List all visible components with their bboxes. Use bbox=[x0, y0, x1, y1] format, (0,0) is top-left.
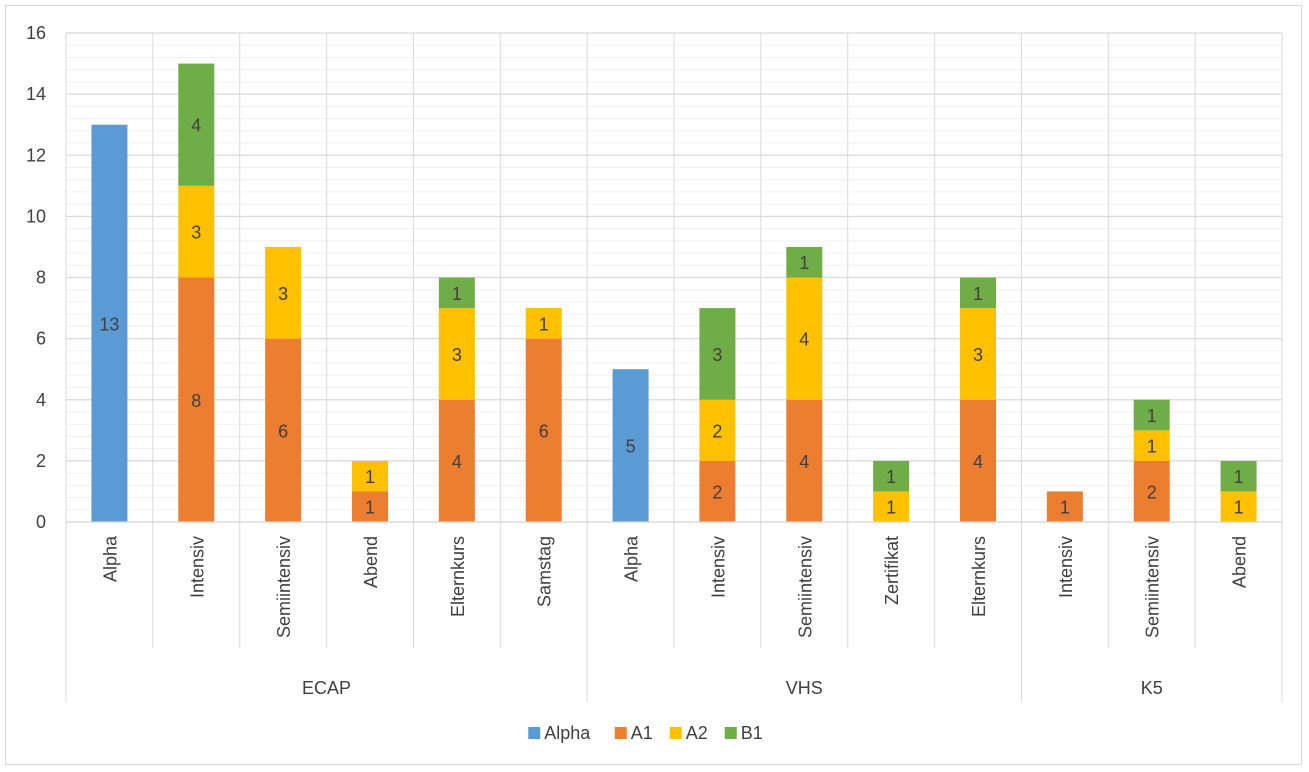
data-label: 4 bbox=[799, 330, 809, 350]
bar-a2-zertifikat bbox=[873, 491, 910, 522]
y-tick-label: 2 bbox=[36, 451, 46, 471]
y-tick-label: 16 bbox=[26, 23, 46, 43]
bar-a1-samstag bbox=[525, 338, 562, 522]
bar-a1-elternkurs bbox=[960, 399, 996, 522]
legend-swatch-b1 bbox=[724, 727, 737, 739]
bar-a2-intensiv bbox=[699, 399, 736, 461]
y-tick-label: 8 bbox=[36, 268, 46, 288]
y-tick-label: 10 bbox=[26, 206, 46, 226]
data-label: 1 bbox=[365, 467, 375, 487]
data-label: 2 bbox=[712, 482, 722, 502]
chart-frame bbox=[5, 5, 1302, 765]
y-tick-label: 12 bbox=[26, 145, 46, 165]
data-label: 6 bbox=[539, 421, 549, 441]
legend-label: Alpha bbox=[544, 723, 591, 743]
bar-a2-elternkurs bbox=[960, 308, 996, 400]
bar-a1-elternkurs bbox=[438, 399, 475, 522]
data-label: 13 bbox=[99, 314, 119, 334]
bar-b1-intensiv bbox=[699, 308, 736, 400]
data-label: 1 bbox=[886, 467, 896, 487]
bar-a2-elternkurs bbox=[438, 308, 475, 400]
group-label: ECAP bbox=[302, 678, 351, 698]
data-label: 1 bbox=[365, 498, 375, 518]
x-tick-label: Semiintensiv bbox=[274, 536, 294, 638]
data-label: 2 bbox=[712, 421, 722, 441]
bar-a1-abend bbox=[352, 491, 388, 522]
legend-swatch-a2 bbox=[669, 727, 682, 739]
bar-a2-semiintensiv bbox=[1133, 430, 1170, 461]
data-label: 3 bbox=[452, 345, 462, 365]
x-tick-label: Semiintensiv bbox=[795, 536, 815, 638]
bar-a1-intensiv bbox=[699, 460, 736, 522]
x-tick-label: Intensiv bbox=[708, 536, 728, 598]
bar-a1-semiintensiv bbox=[1133, 460, 1170, 522]
data-label: 3 bbox=[712, 345, 722, 365]
x-tick-label: Intensiv bbox=[187, 536, 207, 598]
data-label: 4 bbox=[191, 116, 201, 136]
legend-swatch-a1 bbox=[614, 727, 627, 739]
data-label: 1 bbox=[1147, 437, 1157, 457]
bar-a1-semiintensiv bbox=[265, 338, 302, 522]
data-label: 1 bbox=[1060, 498, 1070, 518]
data-label: 1 bbox=[886, 498, 896, 518]
group-label: K5 bbox=[1141, 678, 1163, 698]
x-tick-label: Abend bbox=[361, 536, 381, 588]
data-label: 1 bbox=[1234, 498, 1244, 518]
x-tick-label: Alpha bbox=[100, 535, 120, 582]
legend-swatch-alpha bbox=[528, 727, 541, 739]
data-label: 4 bbox=[799, 452, 809, 472]
data-label: 1 bbox=[799, 253, 809, 273]
data-label: 4 bbox=[452, 452, 462, 472]
data-label: 5 bbox=[626, 437, 636, 457]
x-tick-label: Zertifikat bbox=[882, 536, 902, 605]
bar-b1-elternkurs bbox=[960, 277, 996, 309]
bar-b1-semiintensiv bbox=[786, 246, 823, 278]
data-label: 6 bbox=[278, 421, 288, 441]
bar-b1-abend bbox=[1220, 460, 1257, 492]
bar-a1-intensiv bbox=[1046, 491, 1083, 522]
bar-b1-intensiv bbox=[178, 63, 215, 186]
legend-label: B1 bbox=[741, 723, 763, 743]
data-label: 1 bbox=[1147, 406, 1157, 426]
data-label: 3 bbox=[191, 223, 201, 243]
bar-a2-semiintensiv bbox=[786, 277, 823, 400]
legend-label: A2 bbox=[686, 723, 708, 743]
bar-b1-elternkurs bbox=[438, 277, 475, 309]
y-tick-label: 6 bbox=[36, 329, 46, 349]
data-label: 3 bbox=[278, 284, 288, 304]
bar-a1-intensiv bbox=[178, 277, 215, 522]
data-label: 1 bbox=[1234, 467, 1244, 487]
x-tick-label: Elternkurs bbox=[969, 536, 989, 617]
x-tick-label: Elternkurs bbox=[448, 536, 468, 617]
data-label: 3 bbox=[973, 345, 983, 365]
group-label: VHS bbox=[786, 678, 823, 698]
y-tick-label: 14 bbox=[26, 84, 46, 104]
y-tick-label: 0 bbox=[36, 512, 46, 532]
x-tick-label: Semiintensiv bbox=[1143, 536, 1163, 638]
bar-b1-semiintensiv bbox=[1133, 399, 1170, 431]
y-tick-label: 4 bbox=[36, 390, 46, 410]
bar-a2-intensiv bbox=[178, 185, 215, 278]
data-label: 1 bbox=[973, 284, 983, 304]
data-label: 2 bbox=[1147, 482, 1157, 502]
data-label: 4 bbox=[973, 452, 983, 472]
bar-alpha-alpha bbox=[612, 369, 649, 522]
x-tick-label: Samstag bbox=[535, 536, 555, 607]
x-tick-label: Alpha bbox=[622, 535, 642, 582]
data-label: 1 bbox=[539, 314, 549, 334]
x-tick-label: Intensiv bbox=[1056, 536, 1076, 598]
legend-label: A1 bbox=[631, 723, 653, 743]
x-tick-label: Abend bbox=[1230, 536, 1250, 588]
data-label: 1 bbox=[452, 284, 462, 304]
bar-a2-abend bbox=[1220, 491, 1257, 522]
bar-a1-semiintensiv bbox=[786, 399, 823, 522]
bar-b1-zertifikat bbox=[873, 460, 910, 492]
data-label: 8 bbox=[191, 391, 201, 411]
bar-a2-samstag bbox=[525, 308, 562, 339]
bar-a2-semiintensiv bbox=[265, 246, 302, 339]
bar-alpha-alpha bbox=[91, 124, 128, 522]
bar-a2-abend bbox=[352, 460, 388, 492]
